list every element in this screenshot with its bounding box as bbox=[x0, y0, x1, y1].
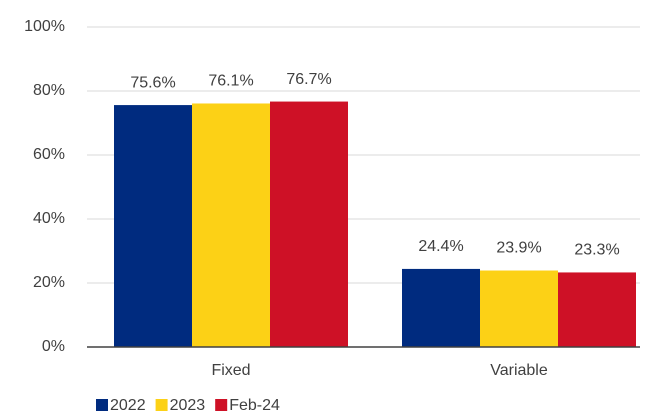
y-tick-label: 0% bbox=[42, 338, 65, 355]
legend-swatch bbox=[96, 399, 108, 411]
data-label: 24.4% bbox=[418, 238, 463, 255]
legend-label: Feb-24 bbox=[229, 397, 280, 414]
bar bbox=[402, 268, 480, 347]
y-tick-label: 60% bbox=[33, 146, 65, 163]
data-label: 76.1% bbox=[208, 73, 253, 90]
x-tick-label: Variable bbox=[490, 362, 548, 379]
bar bbox=[192, 103, 270, 347]
x-tick-label: Fixed bbox=[211, 362, 250, 379]
bar bbox=[558, 272, 636, 347]
data-label: 23.9% bbox=[496, 240, 541, 257]
legend-label: 2022 bbox=[110, 397, 146, 414]
bar bbox=[270, 101, 348, 347]
y-tick-label: 40% bbox=[33, 210, 65, 227]
bar bbox=[114, 105, 192, 347]
legend-swatch bbox=[215, 399, 228, 411]
y-tick-label: 80% bbox=[33, 82, 65, 99]
bar bbox=[480, 270, 558, 347]
data-label: 23.3% bbox=[574, 242, 619, 259]
data-label: 75.6% bbox=[130, 74, 175, 91]
y-tick-label: 20% bbox=[33, 274, 65, 291]
data-label: 76.7% bbox=[286, 71, 331, 88]
y-tick-label: 100% bbox=[24, 18, 65, 35]
legend-label: 2023 bbox=[170, 397, 206, 414]
legend-swatch bbox=[155, 399, 168, 411]
